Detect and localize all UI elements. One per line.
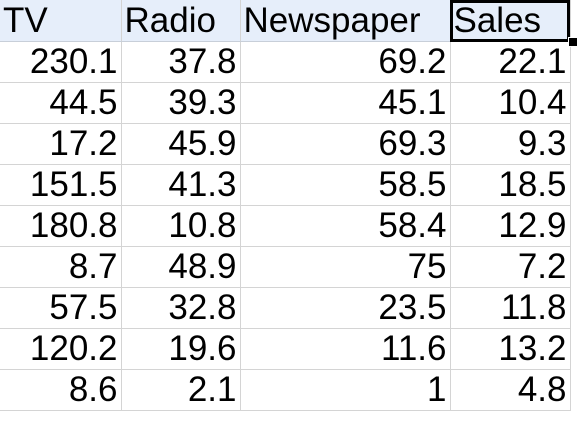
table-row: 8.6 2.1 1 4.8: [0, 369, 571, 411]
cell-newspaper[interactable]: 69.2: [240, 41, 451, 83]
cell-radio[interactable]: 39.3: [121, 82, 241, 124]
table-row: 230.1 37.8 69.2 22.1: [0, 41, 571, 83]
table-row: 17.2 45.9 69.3 9.3: [0, 123, 571, 165]
cell-radio[interactable]: 19.6: [121, 328, 241, 370]
cell-sales[interactable]: 18.5: [450, 164, 571, 206]
cell-tv[interactable]: 120.2: [0, 328, 122, 370]
cell-newspaper[interactable]: 45.1: [240, 82, 451, 124]
table-row: 44.5 39.3 45.1 10.4: [0, 82, 571, 124]
cell-sales[interactable]: 7.2: [450, 246, 571, 288]
data-table: TV Radio Newspaper Sales 230.1 37.8 69.2…: [0, 0, 571, 411]
cell-radio[interactable]: 32.8: [121, 287, 241, 329]
cell-newspaper[interactable]: 11.6: [240, 328, 451, 370]
cell-newspaper[interactable]: 58.4: [240, 205, 451, 247]
header-cell-sales[interactable]: Sales: [450, 0, 571, 42]
header-cell-radio[interactable]: Radio: [121, 0, 241, 42]
cell-newspaper[interactable]: 69.3: [240, 123, 451, 165]
table-row: 8.7 48.9 75 7.2: [0, 246, 571, 288]
cell-tv[interactable]: 230.1: [0, 41, 122, 83]
cell-tv[interactable]: 180.8: [0, 205, 122, 247]
cell-newspaper[interactable]: 75: [240, 246, 451, 288]
cell-sales[interactable]: 22.1: [450, 41, 571, 83]
cell-tv[interactable]: 17.2: [0, 123, 122, 165]
selection-fill-handle[interactable]: [568, 37, 578, 47]
table-row: 180.8 10.8 58.4 12.9: [0, 205, 571, 247]
cell-sales[interactable]: 10.4: [450, 82, 571, 124]
cell-tv[interactable]: 8.7: [0, 246, 122, 288]
cell-tv[interactable]: 151.5: [0, 164, 122, 206]
cell-radio[interactable]: 2.1: [121, 369, 241, 411]
cell-sales[interactable]: 13.2: [450, 328, 571, 370]
cell-radio[interactable]: 10.8: [121, 205, 241, 247]
cell-sales[interactable]: 4.8: [450, 369, 571, 411]
cell-tv[interactable]: 57.5: [0, 287, 122, 329]
table-row: 151.5 41.3 58.5 18.5: [0, 164, 571, 206]
cell-sales[interactable]: 12.9: [450, 205, 571, 247]
cell-newspaper[interactable]: 23.5: [240, 287, 451, 329]
cell-radio[interactable]: 48.9: [121, 246, 241, 288]
cell-radio[interactable]: 41.3: [121, 164, 241, 206]
cell-newspaper[interactable]: 58.5: [240, 164, 451, 206]
cell-radio[interactable]: 37.8: [121, 41, 241, 83]
cell-sales[interactable]: 11.8: [450, 287, 571, 329]
cell-radio[interactable]: 45.9: [121, 123, 241, 165]
cell-newspaper[interactable]: 1: [240, 369, 451, 411]
header-row: TV Radio Newspaper Sales: [0, 0, 571, 42]
cell-tv[interactable]: 8.6: [0, 369, 122, 411]
cell-tv[interactable]: 44.5: [0, 82, 122, 124]
table-row: 57.5 32.8 23.5 11.8: [0, 287, 571, 329]
header-cell-tv[interactable]: TV: [0, 0, 122, 42]
cell-sales[interactable]: 9.3: [450, 123, 571, 165]
header-cell-newspaper[interactable]: Newspaper: [240, 0, 451, 42]
table-row: 120.2 19.6 11.6 13.2: [0, 328, 571, 370]
